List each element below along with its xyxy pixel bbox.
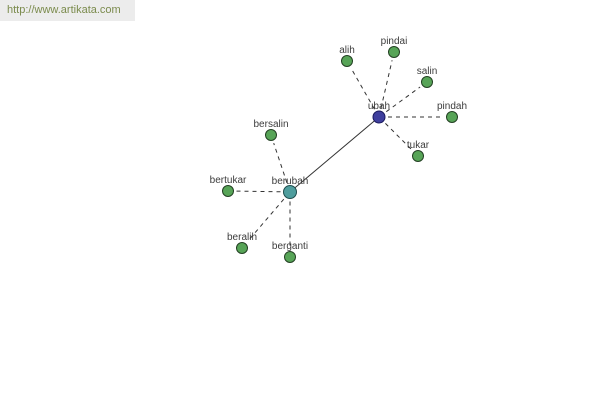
edge-berubah-bersalin (273, 142, 288, 184)
edge-berubah-beralih (247, 198, 285, 242)
site-url-label: http://www.artikata.com (0, 0, 135, 21)
node-pindah[interactable] (446, 111, 458, 123)
node-label-bertukar: bertukar (210, 175, 247, 186)
node-beralih[interactable] (236, 242, 248, 254)
node-label-salin: salin (417, 66, 438, 77)
node-pindai[interactable] (388, 46, 400, 58)
node-salin[interactable] (421, 76, 433, 88)
node-berganti[interactable] (284, 251, 296, 263)
edge-ubah-tukar (385, 123, 413, 151)
edge-berubah-bertukar (236, 190, 281, 193)
node-ubah[interactable] (372, 110, 386, 124)
node-label-bersalin: bersalin (253, 119, 288, 130)
edge-ubah-salin (386, 86, 421, 113)
node-label-pindai: pindai (381, 36, 408, 47)
node-label-berganti: berganti (272, 241, 308, 252)
node-label-beralih: beralih (227, 232, 257, 243)
edge-berubah-ubah (294, 120, 375, 189)
node-bersalin[interactable] (265, 129, 277, 141)
node-label-berubah: berubah (272, 176, 309, 187)
node-label-alih: alih (339, 45, 355, 56)
node-label-ubah: ubah (368, 101, 390, 112)
node-berubah[interactable] (283, 185, 297, 199)
node-alih[interactable] (341, 55, 353, 67)
edge-ubah-pindai (380, 60, 393, 109)
node-label-tukar: tukar (407, 140, 430, 151)
node-bertukar[interactable] (222, 185, 234, 197)
node-tukar[interactable] (412, 150, 424, 162)
node-label-pindah: pindah (437, 101, 467, 112)
